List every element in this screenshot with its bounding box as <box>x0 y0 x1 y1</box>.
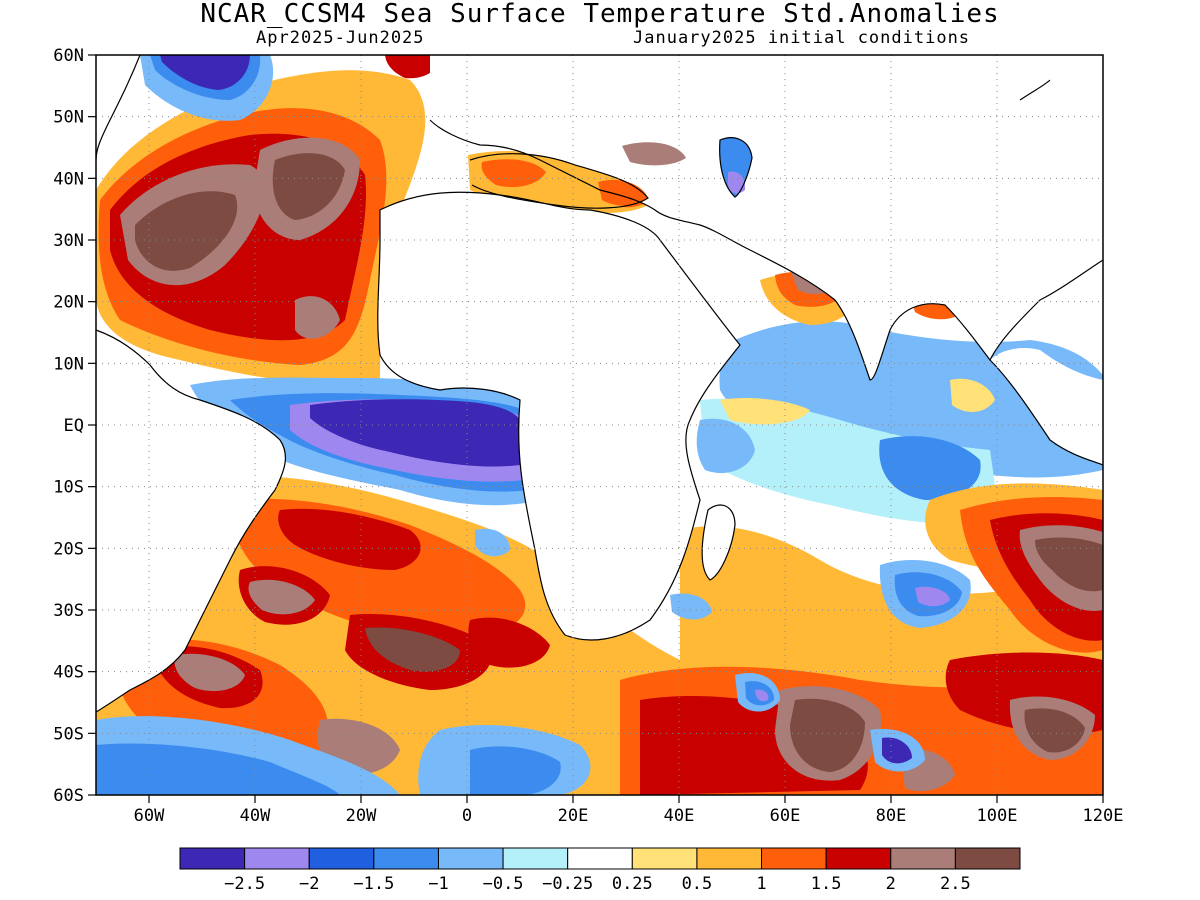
colorbar-label: −0.25 <box>542 874 593 894</box>
lon-tick-label: 100E <box>977 806 1018 826</box>
lat-tick-label: 40S <box>53 663 84 683</box>
initial-conditions: January2025 initial conditions <box>633 28 971 48</box>
colorbar-swatch <box>825 847 892 870</box>
lat-tick-label: 60N <box>53 46 84 66</box>
colorbar-swatch <box>567 847 633 870</box>
lon-tick-label: 20W <box>346 806 377 826</box>
colorbar: −2.5 −2 −1.5 −1 −0.5 −0.25 0.25 0.5 1 1.5 2 2.5 <box>179 847 1021 894</box>
lon-tick-label: 80E <box>876 806 907 826</box>
lat-tick-label: EQ <box>64 416 84 436</box>
lat-tick-label: 10N <box>53 354 84 374</box>
lon-tick-label: 40E <box>664 806 695 826</box>
colorbar-label: −2.5 <box>224 874 265 894</box>
lat-tick-label: 30N <box>53 231 84 251</box>
colorbar-label: 1.5 <box>811 874 842 894</box>
colorbar-swatch <box>373 847 439 870</box>
colorbar-swatch <box>308 847 375 870</box>
lon-tick-label: 60E <box>770 806 801 826</box>
lon-tick-label: 20E <box>558 806 589 826</box>
colorbar-label: 2 <box>886 874 896 894</box>
colorbar-swatch <box>696 847 763 870</box>
coastlines <box>95 54 1104 713</box>
longitude-axis: 60W 40W 20W 0 20E 40E 60E 80E 100E 120E <box>134 795 1124 826</box>
colorbar-label: 1 <box>756 874 766 894</box>
lat-tick-label: 50S <box>53 724 84 744</box>
colorbar-label: 2.5 <box>940 874 971 894</box>
lat-tick-label: 40N <box>53 169 84 189</box>
colorbar-label: 0.5 <box>682 874 713 894</box>
lon-tick-label: 40W <box>240 806 271 826</box>
forecast-period: Apr2025-Jun2025 <box>256 28 425 48</box>
colorbar-swatch <box>502 847 569 870</box>
lat-tick-label: 20S <box>53 539 84 559</box>
lat-tick-label: 30S <box>53 601 84 621</box>
colorbar-label: −1 <box>428 874 448 894</box>
colorbar-swatch <box>244 847 310 870</box>
lat-tick-label: 60S <box>53 786 84 806</box>
lat-tick-label: 20N <box>53 293 84 313</box>
lon-tick-label: 120E <box>1083 806 1124 826</box>
colorbar-swatch <box>437 847 504 870</box>
colorbar-swatch <box>179 847 246 870</box>
chart-title: NCAR_CCSM4 Sea Surface Temperature Std.A… <box>200 0 1000 29</box>
lon-tick-label: 60W <box>134 806 165 826</box>
colorbar-swatch <box>631 847 698 870</box>
colorbar-label: −2 <box>299 874 319 894</box>
colorbar-swatch <box>954 847 1021 870</box>
colorbar-label: −0.5 <box>483 874 524 894</box>
colorbar-label: 0.25 <box>612 874 653 894</box>
lat-tick-label: 50N <box>53 108 84 128</box>
lat-tick-label: 10S <box>53 478 84 498</box>
colorbar-swatch <box>890 847 956 870</box>
colorbar-label: −1.5 <box>353 874 394 894</box>
latitude-axis: 60N 50N 40N 30N 20N 10N EQ 10S 20S 30S 40S 50S 60S <box>53 46 96 806</box>
lon-tick-label: 0 <box>462 806 472 826</box>
anomaly-field <box>96 55 1103 795</box>
colorbar-swatch <box>761 847 827 870</box>
